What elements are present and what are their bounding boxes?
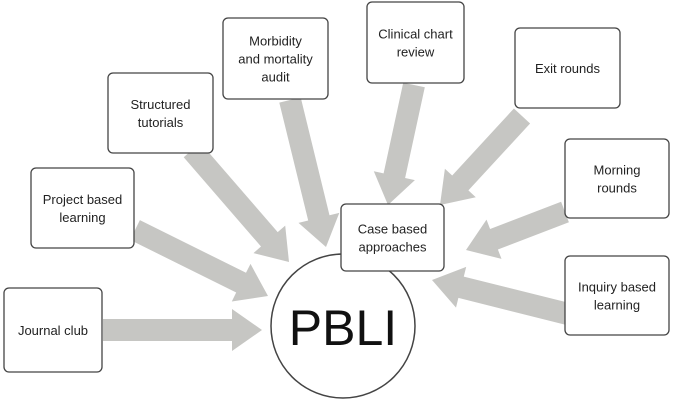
box-project-based-learning: Project based learning bbox=[30, 167, 135, 249]
box-frame bbox=[366, 1, 465, 84]
box-exit-rounds: Exit rounds bbox=[514, 27, 621, 109]
arrow-exit-rounds bbox=[440, 108, 531, 205]
box-label-line: Exit rounds bbox=[535, 61, 601, 76]
box-label-line: Inquiry based bbox=[578, 280, 656, 295]
box-clinical-chart-review: Clinical chart review bbox=[366, 1, 465, 84]
box-label-line: Case based bbox=[358, 222, 427, 237]
box-frame bbox=[222, 17, 329, 100]
box-frame bbox=[30, 167, 135, 249]
box-label-line: Clinical chart bbox=[378, 27, 453, 42]
box-case-based-approaches: Case based approaches bbox=[340, 203, 445, 272]
box-label-line: Morbidity bbox=[249, 34, 302, 49]
box-label-line: Project based bbox=[43, 192, 123, 207]
box-morbidity-mortality-audit: Morbidity and mortality audit bbox=[222, 17, 329, 100]
box-frame bbox=[3, 287, 103, 373]
box-frame bbox=[564, 138, 670, 219]
arrows-layer bbox=[103, 82, 603, 351]
box-frame bbox=[107, 72, 214, 154]
box-label-line: Journal club bbox=[18, 323, 88, 338]
arrow-clinical-chart-review bbox=[373, 82, 425, 205]
arrow-morbidity-mortality-audit bbox=[279, 97, 340, 248]
box-label-line: Morning bbox=[594, 163, 641, 178]
box-label-line: learning bbox=[59, 210, 105, 225]
arrow-morning-rounds bbox=[466, 201, 569, 259]
box-structured-tutorials: Structured tutorials bbox=[107, 72, 214, 154]
box-label-line: Structured bbox=[131, 97, 191, 112]
arrow-journal-club bbox=[103, 309, 262, 351]
box-label-line: review bbox=[397, 45, 435, 60]
arrow-structured-tutorials bbox=[183, 142, 289, 262]
box-journal-club: Journal club bbox=[3, 287, 103, 373]
pbli-label: PBLI bbox=[289, 300, 397, 356]
box-inquiry-based-learning: Inquiry based learning bbox=[564, 255, 670, 336]
box-morning-rounds: Morning rounds bbox=[564, 138, 670, 219]
box-label-line: and mortality bbox=[238, 52, 313, 67]
box-label-line: tutorials bbox=[138, 115, 184, 130]
arrow-inquiry-based-learning bbox=[432, 266, 603, 333]
box-label-line: audit bbox=[261, 70, 290, 85]
box-label-line: learning bbox=[594, 298, 640, 313]
box-label-line: approaches bbox=[359, 240, 427, 255]
box-label-line: rounds bbox=[597, 181, 637, 196]
box-frame bbox=[514, 27, 621, 109]
box-frame bbox=[340, 203, 445, 272]
boxes-layer: Journal club Project based learning Structu… bbox=[3, 1, 670, 373]
box-frame bbox=[564, 255, 670, 336]
arrow-project-based-learning bbox=[130, 220, 268, 302]
